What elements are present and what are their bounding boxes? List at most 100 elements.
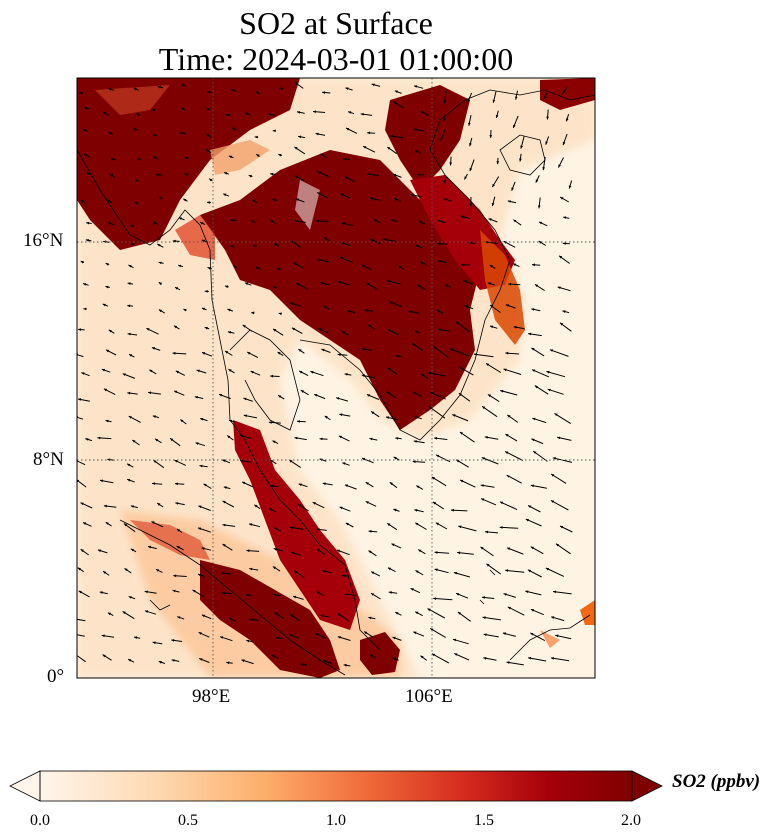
wind-arrow-head [414, 330, 418, 333]
wind-arrow-head [246, 549, 250, 553]
wind-arrow-head [298, 504, 302, 507]
wind-arrow-head [146, 328, 150, 331]
wind-arrow-head [513, 219, 517, 223]
wind-arrow-head [414, 416, 418, 419]
wind-arrow-head [481, 457, 485, 460]
wind-arrow-head [492, 99, 496, 103]
wind-arrow-head [102, 654, 106, 658]
wind-arrow-head [453, 638, 457, 642]
wind-arrow-head [206, 107, 210, 111]
wind-arrow-head [344, 484, 349, 488]
wind-arrow-head [103, 388, 108, 392]
wind-arrow-head [129, 354, 133, 357]
map-title-line1: SO2 at Surface [239, 5, 433, 41]
wind-arrow-head [531, 347, 535, 351]
wind-arrow-head [437, 242, 441, 245]
wind-arrow-head [300, 663, 304, 666]
wind-arrow-head [499, 526, 503, 529]
wind-arrow-head [456, 593, 460, 596]
wind-arrow-head [545, 141, 548, 145]
wind-arrow-head [312, 502, 316, 505]
wind-arrow-head [273, 328, 277, 332]
wind-arrow-head [296, 283, 300, 286]
wind-arrow-head [153, 156, 157, 159]
wind-arrow-head [363, 146, 367, 149]
wind-arrow-head [99, 591, 103, 594]
wind-arrow-head [320, 614, 324, 618]
wind-arrow-head [383, 238, 387, 242]
wind-arrow-head [511, 187, 514, 191]
wind-arrow-head [106, 199, 110, 203]
wind-arrow-head [367, 131, 371, 135]
wind-arrow-head [158, 261, 162, 265]
wind-arrow [433, 597, 453, 601]
wind-arrow-head [369, 437, 373, 441]
wind-arrow-head [108, 131, 112, 135]
wind-arrow-head [105, 522, 109, 525]
wind-arrow-head [279, 87, 283, 90]
wind-arrow-head [300, 390, 304, 393]
wind-arrow-head [436, 309, 440, 313]
wind-arrow-head [344, 373, 348, 376]
wind-arrow-head [174, 390, 178, 394]
wind-arrow-head [134, 636, 138, 639]
wind-arrow-head [254, 504, 258, 508]
wind-arrow-head [198, 573, 202, 577]
wind-arrow-head [268, 508, 273, 511]
wind-arrow-head [128, 416, 132, 419]
wind-arrow-head [322, 91, 326, 94]
wind-arrow-head [102, 111, 107, 115]
wind-arrow-head [551, 616, 555, 619]
wind-arrow-head [220, 636, 224, 639]
wind-arrow [499, 526, 519, 529]
wind-arrow-head [83, 307, 87, 311]
wind-arrow-head [319, 437, 323, 441]
wind-arrow-head [505, 351, 509, 355]
wind-arrow-head [201, 547, 205, 550]
wind-arrow-head [395, 612, 399, 615]
wind-arrow-head [278, 312, 282, 316]
wind-arrow-head [228, 155, 233, 159]
wind-arrow-head [420, 655, 424, 659]
wind-arrow-head [370, 654, 374, 658]
wind-arrow [481, 405, 498, 418]
wind-arrow-head [228, 617, 232, 621]
wind-arrow-head [432, 653, 436, 657]
wind-arrow-head [507, 414, 511, 418]
wind-arrow-head [175, 287, 179, 290]
wind-arrow-head [293, 595, 297, 599]
wind-arrow-head [394, 90, 398, 94]
colorbar [9, 770, 663, 802]
wind-arrow-head [272, 440, 276, 444]
wind-arrow-head [201, 239, 205, 243]
wind-arrow-head [430, 392, 434, 395]
wind-arrow-head [322, 569, 326, 573]
wind-arrow-head [364, 631, 368, 635]
wind-arrow-head [171, 639, 175, 642]
wind-arrow-head [388, 591, 392, 594]
wind-arrow-head [338, 435, 343, 439]
wind-arrow-head [339, 506, 343, 510]
wind-arrow-head [240, 434, 244, 438]
wind-arrow-head [371, 411, 375, 415]
wind-arrow-head [252, 199, 256, 203]
wind-arrow-head [157, 244, 161, 247]
wind-arrow-head [490, 325, 494, 329]
wind-arrow-head [530, 632, 534, 636]
wind-arrow-head [151, 347, 156, 350]
wind-arrow-head [398, 265, 402, 269]
wind-arrow-head [176, 546, 180, 549]
wind-arrow-head [320, 282, 324, 285]
wind-arrow-head [222, 459, 226, 463]
wind-arrow-head [148, 391, 152, 395]
wind-arrow-head [295, 198, 300, 202]
wind-arrow-head [395, 354, 399, 358]
wind-arrow-head [110, 174, 114, 177]
wind-arrow-head [270, 484, 274, 488]
wind-arrow-head [461, 263, 464, 267]
wind-arrow-head [198, 527, 202, 531]
wind-arrow-head [102, 303, 106, 307]
so2-field [77, 78, 595, 678]
wind-arrow-head [552, 457, 556, 460]
wind-arrow-head [81, 372, 85, 375]
